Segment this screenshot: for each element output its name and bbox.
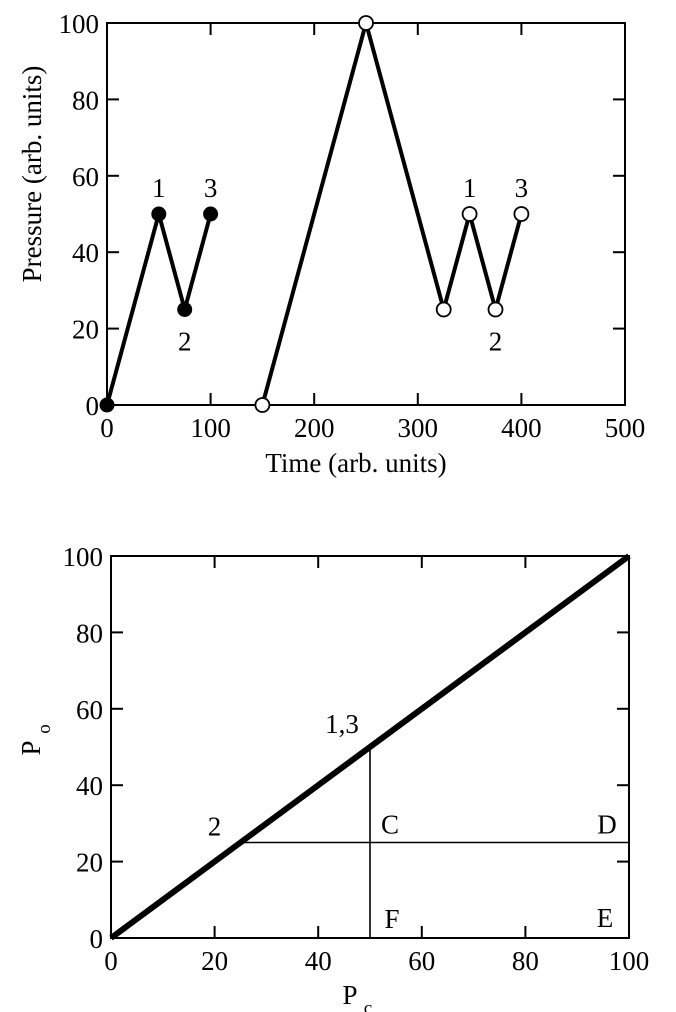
series-line-1 xyxy=(105,206,213,406)
chart1-series-lines xyxy=(105,15,524,406)
x-tick-label: 20 xyxy=(201,946,228,976)
annotation-label: 3 xyxy=(515,173,529,203)
annotation-label: 3 xyxy=(204,173,218,203)
annotation-label: F xyxy=(384,904,399,934)
x-tick-label: 100 xyxy=(609,946,650,976)
y-tick-label: 60 xyxy=(76,695,103,725)
chart2-x-axis-label-group: P c xyxy=(342,980,372,1012)
chart1-annotations: 1 2 3 1 2 3 xyxy=(152,173,528,357)
annotation-label: 1 xyxy=(463,173,477,203)
data-point-open xyxy=(435,301,452,318)
annotation-label: E xyxy=(597,903,614,933)
annotation-label: 1,3 xyxy=(325,709,359,739)
chart2-reference-lines xyxy=(240,747,629,938)
data-point-filled xyxy=(177,302,193,317)
x-tick-label: 0 xyxy=(104,946,118,976)
data-point-open xyxy=(254,397,271,413)
y-tick-label: 80 xyxy=(72,85,99,115)
chart1-y-axis-label: Pressure (arb. units) xyxy=(17,66,47,283)
chart2-y-axis-label-group: P o xyxy=(16,724,55,755)
y-tick-label: 0 xyxy=(86,391,100,421)
pressure-time-chart: 0 100 200 300 400 500 0 20 40 60 80 100 1 2 3 1 2 3 Time… xyxy=(17,9,645,478)
data-point-open xyxy=(513,206,530,222)
x-tick-label: 100 xyxy=(190,413,231,443)
data-point-open xyxy=(358,15,374,31)
y-tick-label: 100 xyxy=(59,9,100,39)
data-point-open xyxy=(487,301,504,318)
chart2-x-axis-label-subscript: c xyxy=(364,998,372,1012)
annotation-label: 1 xyxy=(152,173,166,203)
chart2-y-axis-label-subscript: o xyxy=(34,724,55,734)
y-tick-label: 40 xyxy=(72,238,99,268)
x-tick-label: 60 xyxy=(408,946,435,976)
y-tick-label: 60 xyxy=(72,162,99,192)
series-line-1 xyxy=(109,553,631,941)
annotation-label: 2 xyxy=(489,327,503,357)
y-tick-label: 40 xyxy=(76,771,103,801)
data-point-filled xyxy=(203,206,219,222)
data-point-filled xyxy=(151,206,167,222)
data-point-filled xyxy=(99,397,115,413)
x-tick-label: 80 xyxy=(512,946,539,976)
chart1-series-points xyxy=(99,15,530,413)
chart2-series-lines xyxy=(109,553,631,941)
chart2-x-axis-label: P xyxy=(342,980,357,1010)
chart1-x-axis-label: Time (arb. units) xyxy=(265,448,446,478)
y-tick-label: 100 xyxy=(63,542,104,572)
x-tick-label: 40 xyxy=(305,946,332,976)
data-point-open xyxy=(461,206,478,222)
y-tick-label: 20 xyxy=(72,315,99,345)
y-tick-label: 80 xyxy=(76,618,103,648)
series-line-2 xyxy=(260,15,524,406)
x-tick-label: 300 xyxy=(398,413,439,443)
chart1-tick-labels: 0 100 200 300 400 500 0 20 40 60 80 100 xyxy=(59,9,646,443)
x-tick-label: 0 xyxy=(100,413,114,443)
chart2-annotations: 1,3 2 C D F E xyxy=(208,709,617,934)
x-tick-label: 200 xyxy=(294,413,335,443)
x-tick-label: 500 xyxy=(605,413,646,443)
annotation-label: 2 xyxy=(208,812,222,842)
chart2-y-axis-label: P xyxy=(16,740,46,755)
x-tick-label: 400 xyxy=(501,413,542,443)
chart2-ticks xyxy=(110,555,630,939)
annotation-label: C xyxy=(381,810,399,840)
chart2-tick-labels: 0 20 40 60 80 100 0 20 40 60 80 100 xyxy=(63,542,650,976)
y-tick-label: 20 xyxy=(76,848,103,878)
annotation-label: D xyxy=(597,810,617,840)
annotation-label: 2 xyxy=(178,327,192,357)
po-pc-chart: 0 20 40 60 80 100 0 20 40 60 80 100 1,3 2 C D F E P c P … xyxy=(16,542,649,1012)
y-tick-label: 0 xyxy=(90,924,104,954)
